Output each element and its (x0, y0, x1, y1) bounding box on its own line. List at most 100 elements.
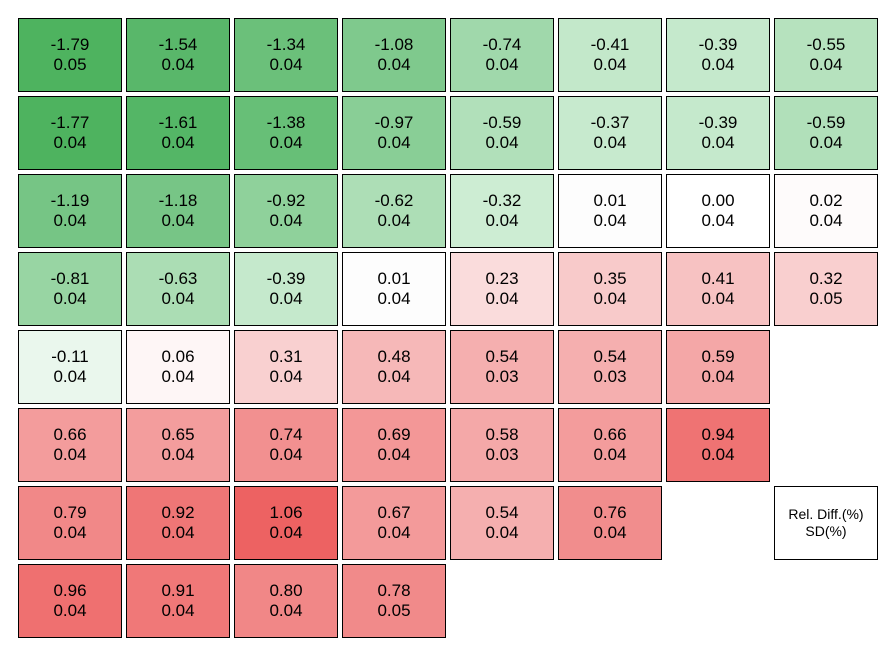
cell-rel-diff: 0.79 (53, 503, 86, 523)
heatmap-cell: 0.580.03 (450, 408, 554, 482)
heatmap-grid: -1.790.05-1.540.04-1.340.04-1.080.04-0.7… (18, 18, 869, 638)
cell-sd: 0.04 (53, 601, 86, 621)
heatmap-cell: 0.650.04 (126, 408, 230, 482)
heatmap-cell: 0.660.04 (18, 408, 122, 482)
cell-rel-diff: -1.19 (51, 191, 90, 211)
cell-rel-diff: 0.66 (593, 425, 626, 445)
cell-sd: 0.04 (269, 55, 302, 75)
cell-sd: 0.04 (593, 211, 626, 231)
cell-rel-diff: 0.06 (161, 347, 194, 367)
heatmap-cell: 0.590.04 (666, 330, 770, 404)
cell-sd: 0.04 (377, 133, 410, 153)
cell-rel-diff: -0.59 (483, 113, 522, 133)
heatmap-cell: -0.620.04 (342, 174, 446, 248)
cell-rel-diff: -0.32 (483, 191, 522, 211)
cell-rel-diff: -1.61 (159, 113, 198, 133)
cell-rel-diff: 0.92 (161, 503, 194, 523)
cell-rel-diff: -0.92 (267, 191, 306, 211)
cell-sd: 0.03 (485, 367, 518, 387)
cell-sd: 0.04 (593, 133, 626, 153)
cell-sd: 0.04 (593, 523, 626, 543)
cell-sd: 0.04 (53, 211, 86, 231)
heatmap-cell: -0.320.04 (450, 174, 554, 248)
heatmap-cell: -1.610.04 (126, 96, 230, 170)
heatmap-cell: 0.540.03 (450, 330, 554, 404)
heatmap-cell: 0.800.04 (234, 564, 338, 638)
heatmap-cell: 0.660.04 (558, 408, 662, 482)
cell-sd: 0.03 (593, 367, 626, 387)
heatmap-cell: -0.550.04 (774, 18, 878, 92)
cell-rel-diff: -0.39 (267, 269, 306, 289)
cell-sd: 0.04 (485, 55, 518, 75)
cell-rel-diff: 0.74 (269, 425, 302, 445)
heatmap-cell: -1.080.04 (342, 18, 446, 92)
cell-rel-diff: 0.91 (161, 581, 194, 601)
cell-sd: 0.04 (269, 211, 302, 231)
cell-sd: 0.04 (161, 55, 194, 75)
heatmap-cell: 0.740.04 (234, 408, 338, 482)
cell-sd: 0.04 (485, 211, 518, 231)
heatmap-cell: 0.320.05 (774, 252, 878, 326)
cell-sd: 0.04 (485, 289, 518, 309)
cell-sd: 0.04 (53, 133, 86, 153)
cell-sd: 0.04 (593, 55, 626, 75)
cell-rel-diff: -0.41 (591, 35, 630, 55)
cell-rel-diff: 0.41 (701, 269, 734, 289)
cell-sd: 0.04 (377, 367, 410, 387)
cell-rel-diff: 0.35 (593, 269, 626, 289)
heatmap-cell: -1.340.04 (234, 18, 338, 92)
cell-sd: 0.04 (377, 289, 410, 309)
cell-sd: 0.05 (377, 601, 410, 621)
cell-sd: 0.04 (53, 445, 86, 465)
cell-rel-diff: -1.77 (51, 113, 90, 133)
heatmap-cell: 0.920.04 (126, 486, 230, 560)
heatmap-cell: 0.940.04 (666, 408, 770, 482)
cell-rel-diff: 0.76 (593, 503, 626, 523)
cell-rel-diff: -1.79 (51, 35, 90, 55)
heatmap-legend: Rel. Diff.(%)SD(%) (774, 486, 878, 560)
heatmap-cell: -1.180.04 (126, 174, 230, 248)
cell-sd: 0.04 (809, 133, 842, 153)
cell-sd: 0.04 (809, 55, 842, 75)
cell-rel-diff: 0.01 (377, 269, 410, 289)
cell-sd: 0.04 (53, 367, 86, 387)
cell-rel-diff: 0.48 (377, 347, 410, 367)
cell-rel-diff: -1.38 (267, 113, 306, 133)
cell-rel-diff: 0.54 (593, 347, 626, 367)
cell-rel-diff: 0.31 (269, 347, 302, 367)
cell-sd: 0.04 (377, 55, 410, 75)
heatmap-cell: 0.060.04 (126, 330, 230, 404)
cell-rel-diff: 0.66 (53, 425, 86, 445)
heatmap-cell: 0.540.04 (450, 486, 554, 560)
cell-rel-diff: 0.59 (701, 347, 734, 367)
cell-rel-diff: 0.54 (485, 347, 518, 367)
heatmap-cell: -1.540.04 (126, 18, 230, 92)
cell-rel-diff: -0.37 (591, 113, 630, 133)
cell-sd: 0.04 (701, 211, 734, 231)
cell-rel-diff: 0.02 (809, 191, 842, 211)
heatmap-cell: 0.760.04 (558, 486, 662, 560)
cell-rel-diff: 0.00 (701, 191, 734, 211)
cell-sd: 0.04 (53, 289, 86, 309)
heatmap-cell: -1.770.04 (18, 96, 122, 170)
heatmap-cell: -0.390.04 (234, 252, 338, 326)
cell-sd: 0.04 (701, 445, 734, 465)
cell-sd: 0.04 (161, 133, 194, 153)
cell-sd: 0.04 (593, 445, 626, 465)
heatmap-cell: 1.060.04 (234, 486, 338, 560)
heatmap-cell: 0.910.04 (126, 564, 230, 638)
cell-rel-diff: 0.01 (593, 191, 626, 211)
heatmap-cell: 0.310.04 (234, 330, 338, 404)
cell-rel-diff: 0.65 (161, 425, 194, 445)
heatmap-cell: -0.920.04 (234, 174, 338, 248)
cell-sd: 0.04 (377, 445, 410, 465)
cell-sd: 0.04 (161, 289, 194, 309)
cell-sd: 0.04 (269, 523, 302, 543)
cell-sd: 0.04 (701, 133, 734, 153)
cell-rel-diff: 0.32 (809, 269, 842, 289)
cell-rel-diff: -1.18 (159, 191, 198, 211)
cell-rel-diff: -1.34 (267, 35, 306, 55)
cell-rel-diff: -0.74 (483, 35, 522, 55)
cell-rel-diff: 0.23 (485, 269, 518, 289)
cell-rel-diff: -0.39 (699, 113, 738, 133)
